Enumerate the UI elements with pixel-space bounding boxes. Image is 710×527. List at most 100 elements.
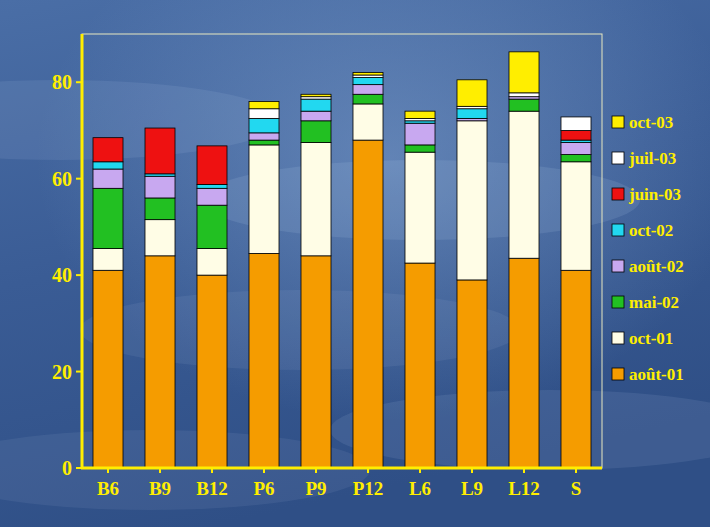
chart: 020406080B6B9B12P6P9P12L6L9L12Soct-03jui… [0, 0, 710, 527]
legend-swatch [612, 152, 624, 164]
bar-segment [561, 143, 591, 155]
legend-label: oct-03 [629, 113, 673, 132]
x-tick [107, 468, 109, 473]
bar-segment [197, 275, 227, 468]
bar-segment [509, 111, 539, 258]
legend-label: mai-02 [629, 293, 679, 312]
bar-segment [93, 138, 123, 162]
bar-segment [561, 116, 591, 117]
x-tick [419, 468, 421, 473]
x-tick-label: S [571, 478, 582, 499]
bar-segment [353, 140, 383, 468]
bar-segment [197, 249, 227, 276]
bar-segment [93, 249, 123, 271]
bar-segment [353, 94, 383, 104]
legend-swatch [612, 296, 624, 308]
y-tick-label: 40 [52, 264, 72, 286]
x-tick-label: B9 [149, 478, 171, 499]
bar-segment [145, 198, 175, 220]
bar-segment [405, 152, 435, 263]
legend-swatch [612, 260, 624, 272]
bar-segment [353, 104, 383, 140]
x-tick-label: L9 [461, 478, 483, 499]
bar-segment [405, 111, 435, 118]
y-tick-label: 20 [52, 361, 72, 383]
bar-segment [561, 117, 591, 131]
bars [93, 52, 591, 468]
y-tick [76, 178, 82, 180]
bar-segment [249, 253, 279, 468]
bar-segment [93, 270, 123, 468]
x-tick-label: P9 [305, 478, 326, 499]
y-tick-label: 0 [62, 457, 72, 479]
x-tick [471, 468, 473, 473]
y-tick-label: 60 [52, 168, 72, 190]
legend-label: juin-03 [628, 185, 681, 204]
bar-segment [405, 263, 435, 468]
bar-segment [93, 169, 123, 188]
bar-segment [93, 188, 123, 248]
x-tick-label: L6 [409, 478, 431, 499]
bar-segment [509, 99, 539, 111]
x-tick-label: B12 [196, 478, 228, 499]
bar-segment [405, 145, 435, 152]
bar-segment [353, 77, 383, 84]
bar-segment [197, 145, 227, 146]
bar-segment [509, 258, 539, 468]
x-tick-label: P6 [253, 478, 274, 499]
legend-label: août-02 [629, 257, 684, 276]
bar-segment [561, 130, 591, 140]
legend-label: juil-03 [628, 149, 676, 168]
bar-segment [249, 140, 279, 145]
x-tick [315, 468, 317, 473]
y-tick [76, 371, 82, 373]
legend-swatch [612, 332, 624, 344]
legend-swatch [612, 188, 624, 200]
x-tick [263, 468, 265, 473]
bar-segment [197, 205, 227, 248]
x-tick-label: B6 [97, 478, 119, 499]
bar-segment [353, 73, 383, 75]
bar-segment [509, 52, 539, 93]
legend-swatch [612, 224, 624, 236]
x-tick [575, 468, 577, 473]
bar-segment [197, 188, 227, 205]
bar-segment [353, 85, 383, 95]
x-tick [367, 468, 369, 473]
bar-segment [93, 137, 123, 138]
bar-segment [509, 93, 539, 97]
y-tick [76, 274, 82, 276]
bar-segment [145, 128, 175, 174]
bar-segment [405, 123, 435, 145]
bar-segment [301, 143, 331, 256]
bar-segment [145, 220, 175, 256]
bar-segment [145, 256, 175, 468]
bar-segment [301, 121, 331, 143]
legend-swatch [612, 116, 624, 128]
bar-segment [93, 137, 123, 138]
bar-segment [145, 128, 175, 129]
bar-segment [197, 145, 227, 146]
y-axis [81, 34, 84, 469]
bar-segment [197, 146, 227, 185]
x-tick [159, 468, 161, 473]
legend-label: oct-02 [629, 221, 673, 240]
y-tick-label: 80 [52, 71, 72, 93]
bar-segment [145, 128, 175, 129]
bar-segment [93, 162, 123, 169]
bar-segment [145, 176, 175, 198]
bar-segment [301, 99, 331, 111]
bar-segment [457, 109, 487, 119]
bar-segment [301, 256, 331, 468]
bar-segment [457, 121, 487, 280]
bar-segment [301, 111, 331, 121]
legend-swatch [612, 368, 624, 380]
x-tick-label: P12 [353, 478, 384, 499]
bar-segment [457, 80, 487, 107]
legend-label: août-01 [629, 365, 684, 384]
bar-segment [561, 155, 591, 162]
bar-segment [561, 270, 591, 468]
bar-segment [249, 102, 279, 109]
y-tick [76, 81, 82, 83]
bar-segment [249, 133, 279, 140]
